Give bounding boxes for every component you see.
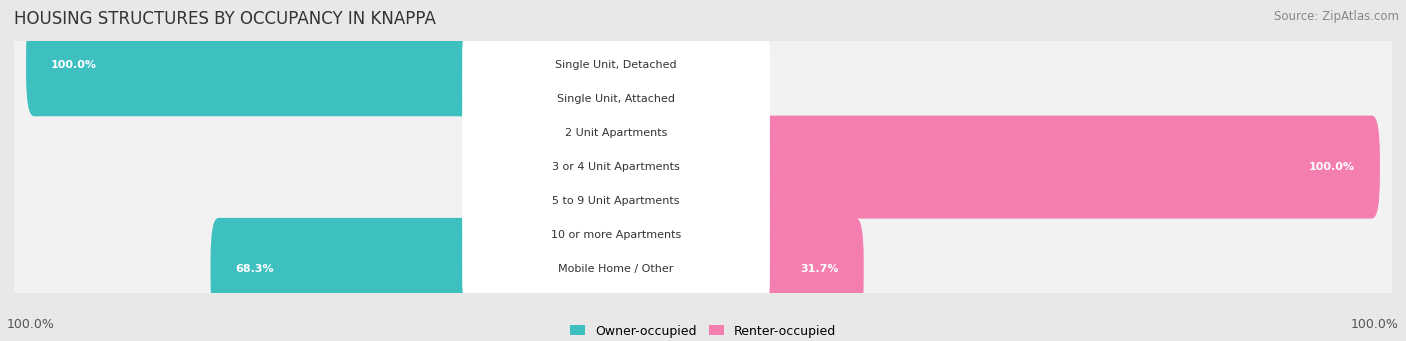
FancyBboxPatch shape — [463, 158, 770, 244]
FancyBboxPatch shape — [463, 56, 770, 142]
Text: 2 Unit Apartments: 2 Unit Apartments — [565, 128, 668, 138]
FancyBboxPatch shape — [607, 218, 863, 321]
FancyBboxPatch shape — [561, 150, 624, 253]
FancyBboxPatch shape — [463, 226, 770, 313]
Text: 0.0%: 0.0% — [683, 230, 711, 240]
FancyBboxPatch shape — [561, 81, 624, 184]
Text: 10 or more Apartments: 10 or more Apartments — [551, 230, 681, 240]
Text: 0.0%: 0.0% — [534, 128, 562, 138]
Text: HOUSING STRUCTURES BY OCCUPANCY IN KNAPPA: HOUSING STRUCTURES BY OCCUPANCY IN KNAPP… — [14, 10, 436, 28]
Text: 100.0%: 100.0% — [1351, 318, 1399, 331]
FancyBboxPatch shape — [607, 116, 1379, 219]
Text: 100.0%: 100.0% — [51, 60, 97, 70]
FancyBboxPatch shape — [463, 21, 770, 108]
Text: 0.0%: 0.0% — [683, 60, 711, 70]
Text: 0.0%: 0.0% — [534, 230, 562, 240]
Text: 3 or 4 Unit Apartments: 3 or 4 Unit Apartments — [553, 162, 681, 172]
Text: 0.0%: 0.0% — [534, 162, 562, 172]
Text: 0.0%: 0.0% — [683, 196, 711, 206]
FancyBboxPatch shape — [463, 90, 770, 176]
FancyBboxPatch shape — [561, 184, 624, 287]
FancyBboxPatch shape — [11, 69, 1395, 266]
Text: 5 to 9 Unit Apartments: 5 to 9 Unit Apartments — [553, 196, 679, 206]
FancyBboxPatch shape — [11, 34, 1395, 232]
Text: 0.0%: 0.0% — [683, 128, 711, 138]
FancyBboxPatch shape — [11, 171, 1395, 341]
FancyBboxPatch shape — [607, 13, 685, 116]
FancyBboxPatch shape — [27, 13, 624, 116]
FancyBboxPatch shape — [561, 116, 624, 219]
Text: 68.3%: 68.3% — [235, 264, 274, 275]
Text: Mobile Home / Other: Mobile Home / Other — [558, 264, 673, 275]
FancyBboxPatch shape — [211, 218, 624, 321]
Text: 100.0%: 100.0% — [7, 318, 55, 331]
Text: 0.0%: 0.0% — [683, 94, 711, 104]
FancyBboxPatch shape — [11, 0, 1395, 163]
Text: 100.0%: 100.0% — [1309, 162, 1355, 172]
Text: Source: ZipAtlas.com: Source: ZipAtlas.com — [1274, 10, 1399, 23]
FancyBboxPatch shape — [11, 0, 1395, 197]
Text: Single Unit, Attached: Single Unit, Attached — [557, 94, 675, 104]
FancyBboxPatch shape — [607, 150, 685, 253]
FancyBboxPatch shape — [561, 47, 624, 150]
FancyBboxPatch shape — [607, 184, 685, 287]
Legend: Owner-occupied, Renter-occupied: Owner-occupied, Renter-occupied — [565, 320, 841, 341]
Text: 31.7%: 31.7% — [800, 264, 839, 275]
FancyBboxPatch shape — [463, 124, 770, 210]
Text: Single Unit, Detached: Single Unit, Detached — [555, 60, 676, 70]
FancyBboxPatch shape — [11, 137, 1395, 334]
FancyBboxPatch shape — [607, 81, 685, 184]
FancyBboxPatch shape — [11, 103, 1395, 300]
Text: 0.0%: 0.0% — [534, 196, 562, 206]
Text: 0.0%: 0.0% — [534, 94, 562, 104]
FancyBboxPatch shape — [463, 192, 770, 279]
FancyBboxPatch shape — [607, 47, 685, 150]
